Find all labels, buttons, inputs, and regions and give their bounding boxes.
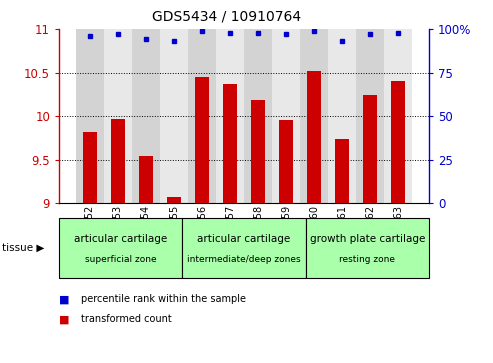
Bar xyxy=(167,197,181,203)
Bar xyxy=(300,29,328,203)
Bar xyxy=(76,29,104,203)
Text: tissue ▶: tissue ▶ xyxy=(2,243,45,253)
Bar xyxy=(356,29,384,203)
Bar xyxy=(384,29,412,203)
Text: percentile rank within the sample: percentile rank within the sample xyxy=(81,294,246,305)
Text: articular cartilage: articular cartilage xyxy=(74,234,168,244)
Bar xyxy=(223,84,237,203)
Bar xyxy=(195,77,209,203)
Text: articular cartilage: articular cartilage xyxy=(197,234,291,244)
Bar xyxy=(335,139,349,203)
Text: resting zone: resting zone xyxy=(339,255,395,264)
Text: GDS5434 / 10910764: GDS5434 / 10910764 xyxy=(152,9,301,23)
Text: superficial zone: superficial zone xyxy=(85,255,157,264)
Bar xyxy=(83,132,97,203)
Bar xyxy=(244,29,272,203)
Bar xyxy=(251,99,265,203)
Bar xyxy=(272,29,300,203)
Bar xyxy=(216,29,244,203)
Bar xyxy=(363,95,377,203)
Bar xyxy=(391,81,405,203)
Text: transformed count: transformed count xyxy=(81,314,172,325)
Text: ■: ■ xyxy=(59,294,70,305)
Bar xyxy=(111,119,125,203)
Bar xyxy=(188,29,216,203)
Text: growth plate cartilage: growth plate cartilage xyxy=(310,234,425,244)
Text: ■: ■ xyxy=(59,314,70,325)
Bar xyxy=(307,71,321,203)
Bar xyxy=(279,120,293,203)
Bar xyxy=(104,29,132,203)
Text: intermediate/deep zones: intermediate/deep zones xyxy=(187,255,301,264)
Bar xyxy=(139,156,153,203)
Bar xyxy=(328,29,356,203)
Bar xyxy=(132,29,160,203)
Bar xyxy=(160,29,188,203)
